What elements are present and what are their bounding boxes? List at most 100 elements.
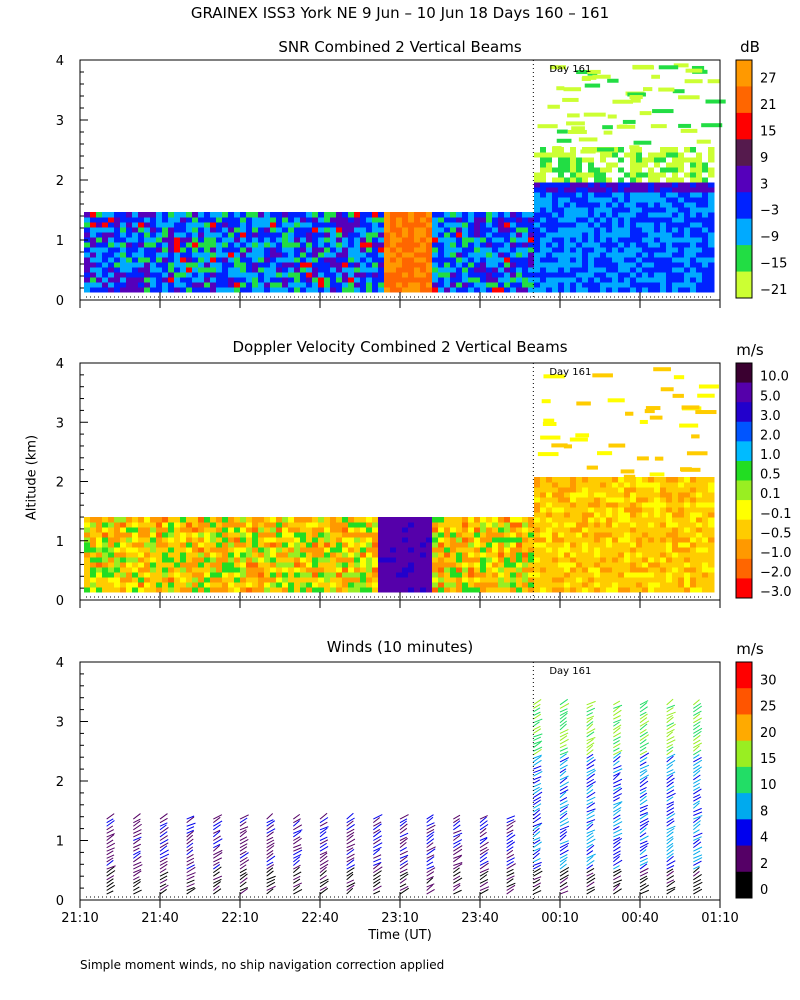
snr-cell <box>348 252 355 258</box>
wind-barb <box>266 828 276 834</box>
doppler-cell <box>240 587 247 593</box>
doppler-cell <box>330 577 337 583</box>
snr-cell <box>648 287 655 293</box>
snr-cell <box>666 247 673 253</box>
doppler-cell <box>564 552 571 558</box>
doppler-cell <box>468 552 475 558</box>
doppler-cell <box>702 582 709 588</box>
snr-cell <box>222 272 229 278</box>
snr-cell <box>624 212 631 218</box>
snr-cell <box>258 262 265 268</box>
snr-cell <box>414 227 421 233</box>
snr-cell <box>558 197 565 203</box>
wind-barb <box>612 855 620 863</box>
doppler-cell <box>180 552 187 558</box>
snr-cell <box>360 212 367 218</box>
doppler-cell <box>378 582 385 588</box>
doppler-cell <box>708 537 715 543</box>
snr-cell <box>108 242 115 248</box>
snr-cell <box>654 287 661 293</box>
doppler-cell <box>516 517 523 523</box>
wind-barb <box>639 768 647 774</box>
doppler-cell <box>354 577 361 583</box>
wind-barb <box>693 823 701 831</box>
doppler-cell <box>198 562 205 568</box>
doppler-cell <box>486 537 493 543</box>
snr-cell <box>596 147 615 152</box>
wind-barb <box>613 807 622 813</box>
doppler-cell <box>492 572 499 578</box>
snr-cell <box>546 212 553 218</box>
snr-cell <box>630 147 637 153</box>
doppler-cell <box>126 517 133 523</box>
doppler-cell <box>630 557 637 563</box>
wind-barb <box>639 812 648 816</box>
snr-cell <box>618 147 625 153</box>
snr-cell <box>600 227 607 233</box>
snr-cell <box>390 247 397 253</box>
doppler-cell <box>180 557 187 563</box>
wind-barb <box>293 844 302 849</box>
doppler-cell <box>552 517 559 523</box>
snr-cell <box>624 177 631 183</box>
doppler-cell <box>534 557 541 563</box>
snr-cell <box>594 222 601 228</box>
snr-cell <box>528 282 535 288</box>
snr-cell <box>504 247 511 253</box>
snr-cell <box>342 287 349 293</box>
wind-barb <box>693 860 702 866</box>
doppler-cell <box>114 517 121 523</box>
doppler-cell <box>690 572 697 578</box>
snr-cell <box>636 207 643 213</box>
wind-barb <box>666 792 676 799</box>
snr-cell <box>594 227 601 233</box>
doppler-cell <box>288 572 295 578</box>
wind-barb <box>346 848 355 856</box>
wind-barb <box>639 739 647 745</box>
snr-cell <box>534 187 541 193</box>
snr-cell <box>564 197 571 203</box>
snr-cell <box>606 237 613 243</box>
doppler-cell <box>366 537 373 543</box>
doppler-cell <box>276 552 283 558</box>
doppler-cell <box>324 537 331 543</box>
doppler-cell <box>498 522 505 528</box>
snr-cell <box>576 152 583 158</box>
wind-barb <box>213 838 223 845</box>
snr-cell <box>600 222 607 228</box>
wind-barb <box>186 838 194 845</box>
doppler-cell <box>600 587 607 593</box>
snr-cell <box>282 282 289 288</box>
wind-barb <box>159 860 168 866</box>
snr-cell <box>600 162 607 168</box>
doppler-cell <box>150 537 157 543</box>
doppler-cell <box>306 587 313 593</box>
wind-barb <box>666 785 675 791</box>
wind-barb <box>293 854 302 859</box>
snr-cell <box>432 222 439 228</box>
snr-cell <box>180 237 187 243</box>
wind-barb <box>133 829 142 834</box>
snr-cell <box>276 212 283 218</box>
doppler-cell <box>102 547 109 553</box>
doppler-cell <box>444 577 451 583</box>
wind-barb <box>693 796 702 802</box>
doppler-cell <box>540 587 547 593</box>
snr-cell <box>684 172 691 178</box>
doppler-cell <box>288 527 295 533</box>
snr-cell <box>114 282 121 288</box>
doppler-cell <box>708 507 715 513</box>
doppler-cell <box>600 532 607 538</box>
snr-cell <box>672 152 679 158</box>
doppler-cell <box>294 552 301 558</box>
doppler-cell <box>444 537 451 543</box>
doppler-cell <box>204 537 211 543</box>
snr-cell <box>264 252 271 258</box>
snr-cell <box>636 222 643 228</box>
doppler-cell <box>162 527 169 533</box>
snr-cell <box>630 247 637 253</box>
snr-cell <box>372 287 379 293</box>
snr-cell <box>438 277 445 283</box>
snr-cell <box>462 247 469 253</box>
snr-cell <box>510 232 517 238</box>
